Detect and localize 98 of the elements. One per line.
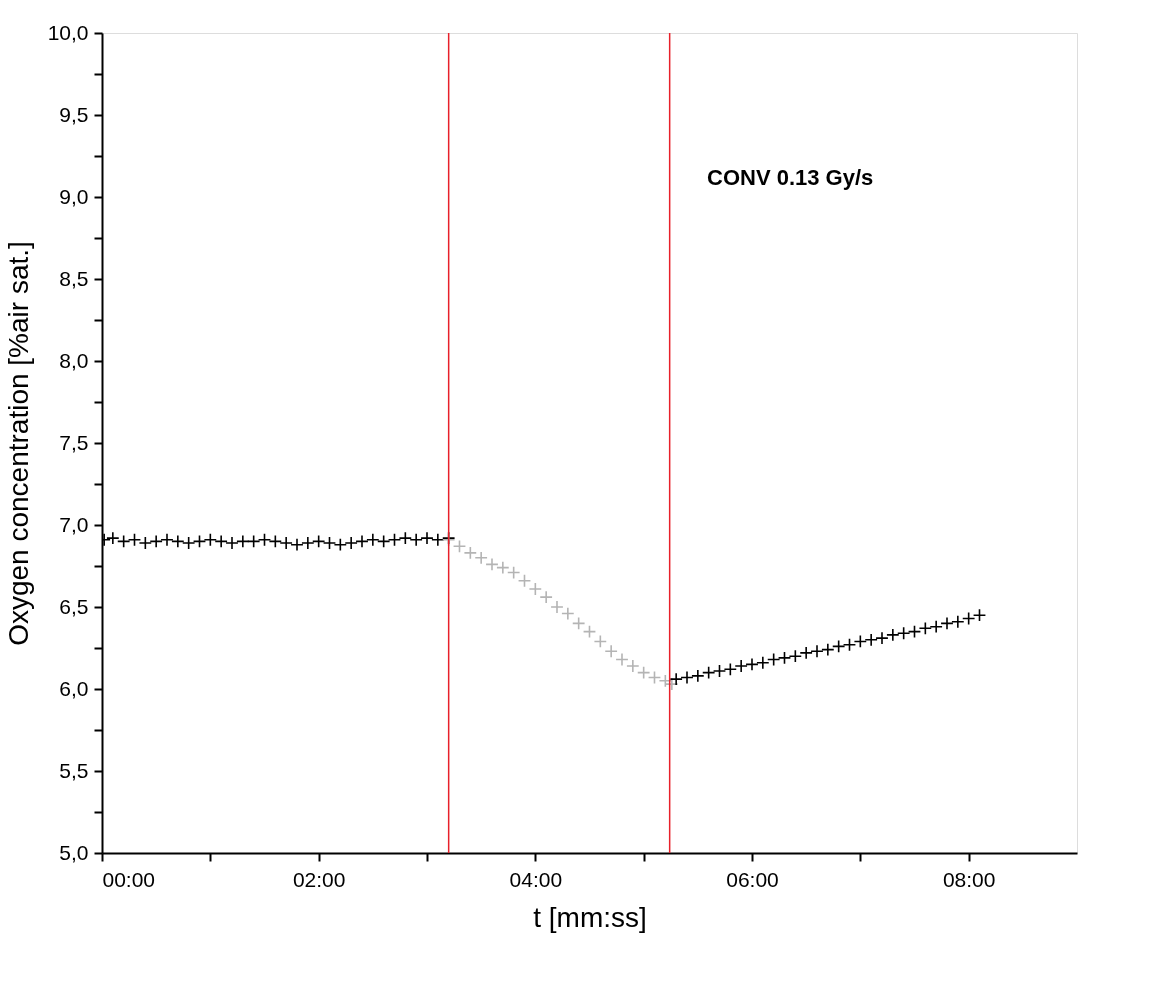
point — [149, 534, 163, 549]
point — [593, 634, 608, 649]
point — [680, 670, 694, 685]
point — [951, 615, 965, 629]
x-axis-title: t [mm:ss] — [533, 901, 647, 933]
point — [918, 621, 933, 636]
y-tick-label: 5,5 — [59, 758, 89, 782]
x-tick-label: 04:00 — [509, 867, 563, 891]
point — [756, 656, 770, 670]
point — [366, 533, 380, 547]
point — [322, 536, 337, 550]
point — [810, 644, 824, 658]
point — [799, 646, 813, 660]
point — [561, 606, 575, 621]
y-tick-label: 9,0 — [59, 184, 89, 208]
point — [192, 534, 207, 549]
point — [431, 533, 445, 547]
point — [907, 624, 922, 639]
point — [420, 531, 434, 545]
point — [203, 533, 218, 547]
point — [929, 619, 943, 634]
point — [333, 537, 348, 552]
point — [257, 533, 272, 547]
point — [875, 631, 889, 645]
y-tick-label: 6,0 — [59, 676, 89, 700]
point — [853, 634, 868, 649]
x-tick-label: 08:00 — [942, 867, 996, 891]
point — [355, 534, 369, 549]
point — [452, 539, 467, 554]
point — [788, 649, 803, 663]
point — [636, 665, 651, 680]
y-tick-label: 8,0 — [59, 348, 89, 372]
point — [409, 533, 423, 547]
point — [474, 551, 488, 565]
point — [571, 616, 586, 631]
point — [268, 534, 283, 549]
point — [842, 638, 857, 652]
point — [777, 651, 792, 665]
x-tick-label: 00:00 — [102, 867, 156, 891]
y-tick-label: 5,0 — [59, 840, 89, 864]
point — [506, 565, 521, 580]
point — [669, 672, 683, 686]
point — [691, 669, 705, 683]
point — [387, 533, 402, 547]
point — [723, 662, 738, 677]
point — [615, 652, 629, 667]
point — [279, 536, 293, 550]
y-tick-label: 8,5 — [59, 266, 89, 290]
point — [734, 659, 748, 673]
y-tick-label: 7,5 — [59, 430, 89, 454]
point — [528, 582, 543, 596]
point — [138, 536, 153, 550]
point — [311, 534, 326, 549]
point — [246, 534, 261, 549]
point — [647, 670, 662, 685]
point — [517, 574, 532, 588]
point — [972, 608, 987, 622]
point — [160, 533, 174, 547]
point — [864, 633, 878, 647]
point — [116, 534, 131, 549]
point — [290, 537, 304, 552]
x-tick-label: 06:00 — [726, 867, 779, 891]
point — [344, 536, 358, 550]
point — [485, 557, 499, 572]
point — [236, 534, 250, 549]
point — [376, 534, 391, 549]
point — [463, 546, 478, 560]
point — [214, 534, 228, 549]
y-tick-label: 6,5 — [59, 594, 89, 618]
y-axis-title: Oxygen concentration [%air sat.] — [2, 241, 34, 646]
point — [181, 536, 196, 550]
point — [398, 531, 413, 545]
point — [550, 600, 564, 614]
point — [821, 642, 835, 657]
y-tick-label: 7,0 — [59, 512, 89, 536]
point — [225, 536, 239, 550]
point — [626, 659, 640, 673]
point — [896, 626, 911, 640]
point — [301, 536, 315, 550]
point — [831, 639, 846, 654]
annotation: CONV 0.13 Gy/s — [707, 165, 874, 190]
point — [496, 560, 510, 575]
point — [712, 664, 727, 678]
point — [106, 531, 120, 545]
point — [886, 628, 900, 642]
point — [604, 644, 618, 658]
point — [582, 624, 597, 639]
point — [539, 590, 553, 604]
point — [701, 665, 716, 680]
y-tick-label: 9,5 — [59, 102, 89, 126]
y-tick-label: 10,0 — [47, 20, 89, 44]
point — [940, 616, 954, 631]
point — [961, 611, 976, 626]
point — [127, 533, 142, 547]
point — [171, 534, 185, 549]
point — [745, 657, 759, 672]
x-tick-label: 02:00 — [292, 867, 346, 891]
point — [766, 652, 781, 667]
